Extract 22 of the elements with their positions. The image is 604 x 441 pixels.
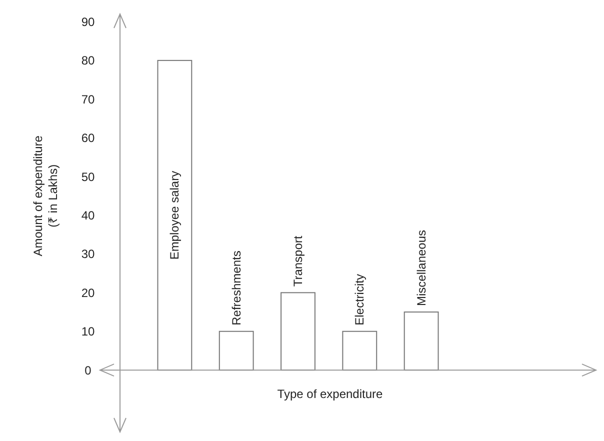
y-tick-label: 40 <box>81 208 95 222</box>
y-tick-label: 50 <box>81 170 95 184</box>
y-tick-label: 0 <box>84 363 92 378</box>
y-tick-label: 80 <box>81 54 95 68</box>
x-tick-label: Refreshments <box>229 250 244 326</box>
bar <box>404 312 439 371</box>
y-tick-label: 10 <box>81 324 95 339</box>
x-tick-label: Employee salary <box>168 170 182 260</box>
x-tick-label: Electricity <box>352 274 367 326</box>
bar <box>218 330 254 371</box>
y-axis-title: Amount of expenditure (₹ in Lakhs) <box>31 135 60 256</box>
x-tick-label: Miscellaneous <box>414 230 428 306</box>
x-tick-label: Transport <box>291 235 305 287</box>
y-tick-label: 70 <box>81 92 95 106</box>
x-axis-title: Type of expenditure <box>277 387 384 402</box>
y-tick-label: 90 <box>81 14 95 29</box>
bar <box>280 292 316 371</box>
y-tick-label: 30 <box>81 247 95 262</box>
bar <box>157 60 192 371</box>
bar <box>342 330 378 371</box>
y-tick-label: 60 <box>81 131 95 146</box>
y-tick-label: 20 <box>81 286 95 300</box>
